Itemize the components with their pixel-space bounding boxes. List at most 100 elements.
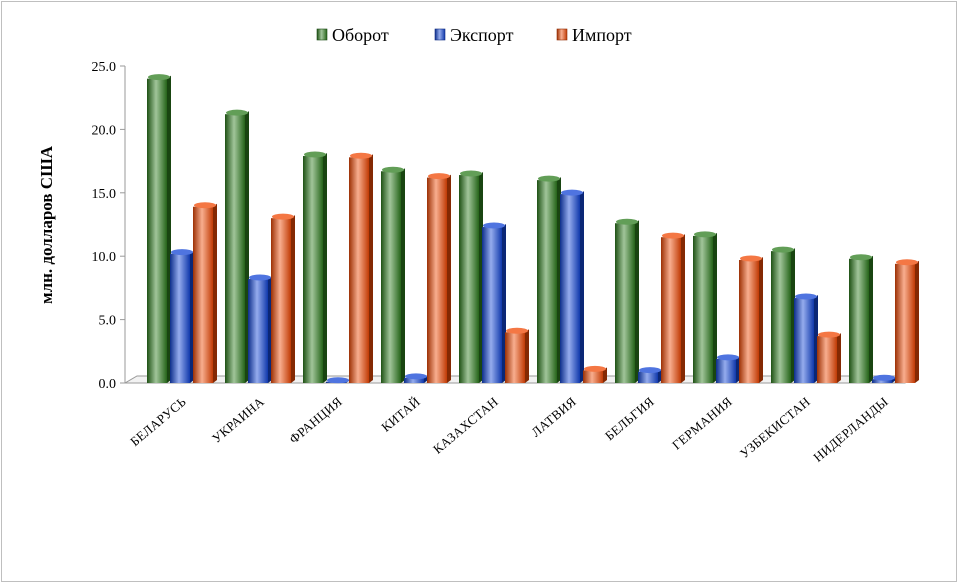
bar-top xyxy=(405,373,427,380)
bar-top xyxy=(506,327,528,334)
bar-2-8 xyxy=(817,331,841,383)
legend: Оборот Экспорт Импорт xyxy=(316,25,632,45)
bar-side xyxy=(580,191,584,383)
bar-side xyxy=(837,333,841,383)
bar-front xyxy=(638,371,658,383)
legend-label: Экспорт xyxy=(450,25,514,45)
x-tick-label: УЗБЕКИСТАН xyxy=(737,394,813,461)
bar-top xyxy=(226,109,248,116)
bar-front xyxy=(849,258,869,383)
bar-1-3 xyxy=(404,373,428,383)
x-tick-label: НИДЕРЛАНДЫ xyxy=(810,394,891,465)
x-tick-label: КАЗАХСТАН xyxy=(430,394,501,457)
bar-top xyxy=(249,274,271,281)
bar-top xyxy=(717,354,739,361)
bar-front xyxy=(147,78,167,384)
bar-front xyxy=(615,223,635,383)
bar-side xyxy=(915,260,919,383)
bar-front xyxy=(381,171,401,383)
bar-top xyxy=(561,189,583,196)
bar-front xyxy=(248,279,268,383)
legend-swatch xyxy=(316,28,328,41)
bar-2-7 xyxy=(739,255,763,383)
bar-front xyxy=(693,235,713,383)
y-tick-label: 0.0 xyxy=(99,377,117,392)
bar-front xyxy=(537,180,557,383)
bar-1-0 xyxy=(170,249,194,383)
bar-top xyxy=(850,254,872,261)
x-tick-label: КИТАЙ xyxy=(378,394,423,435)
bar-top xyxy=(483,222,505,229)
x-tick-label: БЕЛАРУСЬ xyxy=(127,394,189,449)
bar-side xyxy=(401,168,405,383)
bar-top xyxy=(818,331,840,338)
bar-front xyxy=(349,157,369,383)
legend-item-2: Импорт xyxy=(556,25,632,45)
x-tick-label: УКРАИНА xyxy=(209,394,267,446)
bar-top xyxy=(171,249,193,256)
bar-front xyxy=(271,218,291,383)
bar-0-8 xyxy=(771,246,795,383)
bar-2-5 xyxy=(583,365,607,383)
bar-top xyxy=(873,374,895,381)
bar-side xyxy=(603,367,607,383)
bar-1-8 xyxy=(794,293,818,383)
bar-top xyxy=(896,259,918,266)
bar-front xyxy=(794,298,814,383)
bar-1-7 xyxy=(716,354,740,383)
x-tick-label: БЕЛЬГИЯ xyxy=(602,394,657,444)
bar-top xyxy=(538,175,560,182)
bar-front xyxy=(170,253,190,383)
bar-0-0 xyxy=(147,74,171,384)
bar-side xyxy=(447,174,451,383)
bar-front xyxy=(225,114,245,384)
legend-item-0: Оборот xyxy=(316,25,389,45)
y-tick-label: 25.0 xyxy=(92,60,117,75)
bar-top xyxy=(350,152,372,159)
bar-0-9 xyxy=(849,254,873,383)
bar-side xyxy=(291,215,295,383)
legend-label: Импорт xyxy=(572,25,632,45)
bar-side xyxy=(323,153,327,383)
bar-2-9 xyxy=(895,259,919,383)
bar-1-9 xyxy=(872,374,896,383)
bar-0-3 xyxy=(381,166,405,383)
bar-1-6 xyxy=(638,367,662,383)
bar-front xyxy=(303,156,323,383)
bar-0-6 xyxy=(615,218,639,383)
bar-side xyxy=(759,257,763,383)
legend-label: Оборот xyxy=(332,25,389,45)
bar-front xyxy=(895,263,915,383)
bar-front xyxy=(459,175,479,383)
x-tick-label: ФРАНЦИЯ xyxy=(286,394,345,447)
bar-top xyxy=(382,166,404,173)
bar-side xyxy=(213,203,217,383)
bar-front xyxy=(817,336,837,383)
bar-top xyxy=(772,246,794,253)
bar-2-2 xyxy=(349,152,373,383)
bar-top xyxy=(584,365,606,372)
legend-item-1: Экспорт xyxy=(434,25,514,45)
bar-top xyxy=(194,202,216,209)
y-tick-label: 15.0 xyxy=(92,187,117,202)
bar-2-1 xyxy=(271,213,295,383)
bar-0-1 xyxy=(225,109,249,384)
bar-top xyxy=(740,255,762,262)
bar-side xyxy=(525,329,529,383)
bar-top xyxy=(662,232,684,239)
bar-front xyxy=(872,379,892,383)
bar-1-5 xyxy=(560,189,584,383)
y-axis-label: млн. долларов США xyxy=(37,145,56,304)
x-tick-label: ЛАТВИЯ xyxy=(528,394,579,440)
bar-top xyxy=(795,293,817,300)
y-tick-label: 10.0 xyxy=(92,250,117,265)
bar-top xyxy=(460,170,482,177)
x-tick-label: ГЕРМАНИЯ xyxy=(669,394,735,453)
bar-front xyxy=(404,377,424,383)
bar-side xyxy=(869,255,873,383)
x-axis-labels: БЕЛАРУСЬ УКРАИНА ФРАНЦИЯ КИТАЙ КАЗАХСТАН ЛАТВ… xyxy=(127,394,891,465)
bar-top xyxy=(694,231,716,238)
bar-0-5 xyxy=(537,175,561,383)
bar-front xyxy=(482,227,502,383)
